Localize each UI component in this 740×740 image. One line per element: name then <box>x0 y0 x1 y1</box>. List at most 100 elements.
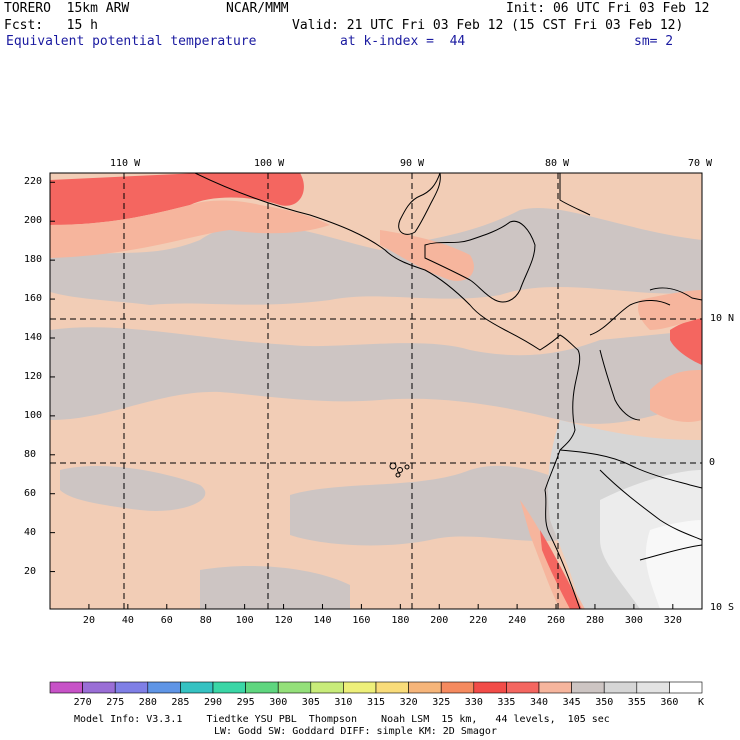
colorbar-label: 280 <box>138 697 157 708</box>
red-area-peru-coast <box>540 530 582 609</box>
x-grid-label: 320 <box>663 615 682 626</box>
y-grid-label: 180 <box>24 254 43 266</box>
x-grid-label: 140 <box>313 615 332 626</box>
forecast-hour: Fcst: 15 h <box>4 18 98 33</box>
x-grid-label: 60 <box>160 615 173 626</box>
colorbar-swatch <box>506 681 540 694</box>
y-grid-label: 120 <box>24 370 43 382</box>
coastlines <box>194 173 702 609</box>
x-grid-label: 280 <box>585 615 605 626</box>
gray-band-north <box>50 207 702 305</box>
colorbar-label: 335 <box>497 697 516 708</box>
colorbar-swatch <box>375 681 409 694</box>
smoothing-label: sm= 2 <box>634 34 674 49</box>
x-grid-label: 20 <box>82 615 95 626</box>
y-grid-label: 200 <box>24 215 43 227</box>
lat-label-10n: 10 N <box>710 313 735 324</box>
colorbar-swatch <box>82 681 116 694</box>
y-grid-label: 160 <box>24 293 43 305</box>
y-grid-label: 80 <box>24 448 37 460</box>
x-grid-label: 100 <box>235 615 254 626</box>
level-label: at k-index = 44 <box>340 34 466 49</box>
colorbar-swatch <box>114 681 149 694</box>
colorbar-swatch <box>147 681 181 694</box>
colorbar-label: 290 <box>204 697 223 708</box>
gray-patch-west <box>60 465 206 511</box>
y-grid-label: 20 <box>24 565 37 577</box>
lon-label-70w: 70 W <box>688 158 713 169</box>
peach-area-north-sa <box>650 370 702 422</box>
colorbar-swatch <box>343 681 377 694</box>
colorbar-label: 345 <box>562 697 581 708</box>
colorbar-label: 355 <box>627 697 646 708</box>
colorbar-swatch <box>310 681 344 694</box>
lon-label-100w: 100 W <box>254 158 285 169</box>
colorbar-swatch <box>603 681 638 694</box>
model-info-line: Model Info: V3.3.1 Tiedtke YSU PBL Thomp… <box>74 714 610 725</box>
peach-area-central-america <box>380 230 474 281</box>
y-grid-label: 140 <box>24 332 43 343</box>
x-axis-ticks <box>88 604 674 609</box>
colorbar-label: 295 <box>236 697 255 708</box>
x-grid-label: 120 <box>274 615 293 626</box>
colorbar-label: 330 <box>464 697 483 708</box>
colorbar-swatch <box>277 681 312 694</box>
peach-area-colombia <box>638 290 702 330</box>
peach-area-mexico-coast <box>50 200 330 258</box>
red-area-colombia <box>670 318 702 365</box>
x-grid-label: 220 <box>469 615 488 626</box>
colorbar-swatch <box>408 681 442 694</box>
colorbar-unit: K <box>698 697 705 708</box>
colorbar-swatch <box>473 681 507 694</box>
lon-label-110w: 110 W <box>110 158 141 169</box>
colorbar-swatch <box>245 681 279 694</box>
init-time: Init: 06 UTC Fri 03 Feb 12 <box>506 1 710 16</box>
y-grid-label: 40 <box>24 526 37 538</box>
colorbar-swatch <box>538 681 572 694</box>
colorbar-label: 340 <box>530 697 549 708</box>
lon-label-80w: 80 W <box>545 158 570 169</box>
x-grid-label: 160 <box>352 615 371 626</box>
x-grid-label: 260 <box>547 615 566 626</box>
colorbar-label: 350 <box>595 697 614 708</box>
lat-lon-grid <box>50 173 702 609</box>
model-title: TORERO 15km ARW <box>4 1 130 16</box>
y-axis-ticks <box>50 181 55 573</box>
colorbar-label: 310 <box>334 697 353 708</box>
field-name: Equivalent potential temperature <box>6 34 257 49</box>
colorbar-swatch <box>636 681 670 694</box>
lightest-region <box>645 520 702 609</box>
lat-label-10s: 10 S <box>710 602 735 613</box>
lat-label-0: 0 <box>709 457 716 468</box>
colorbar-label: 270 <box>73 697 92 708</box>
colorbar-swatch <box>571 681 605 694</box>
x-grid-label: 200 <box>430 615 449 626</box>
colorbar-label: 275 <box>106 697 125 708</box>
colorbar-swatch <box>180 681 214 694</box>
colorbar-label: 300 <box>269 697 288 708</box>
x-grid-label: 240 <box>508 615 527 626</box>
y-grid-label: 220 <box>24 176 43 188</box>
x-grid-label: 40 <box>121 615 134 626</box>
colorbar-label: 285 <box>171 697 190 708</box>
colorbar-swatch <box>440 681 475 694</box>
galapagos-islands <box>389 462 410 478</box>
x-grid-label: 80 <box>199 615 212 626</box>
valid-time: Valid: 21 UTC Fri 03 Feb 12 (15 CST Fri … <box>292 18 684 33</box>
colorbar-swatch <box>669 681 703 694</box>
y-grid-label: 100 <box>24 409 43 421</box>
colorbar <box>49 681 703 694</box>
colorbar-swatch <box>49 681 83 694</box>
red-area-mexico-coast <box>50 173 304 225</box>
map-frame <box>49 172 703 610</box>
center-label: NCAR/MMM <box>226 1 289 16</box>
colorbar-label: 315 <box>367 697 386 708</box>
colorbar-label: 320 <box>399 697 418 708</box>
map-plot-area <box>50 173 702 609</box>
gray-band-south <box>290 465 560 546</box>
y-grid-label: 60 <box>24 487 37 499</box>
colorbar-label: 305 <box>301 697 320 708</box>
lon-label-90w: 90 W <box>400 158 425 169</box>
